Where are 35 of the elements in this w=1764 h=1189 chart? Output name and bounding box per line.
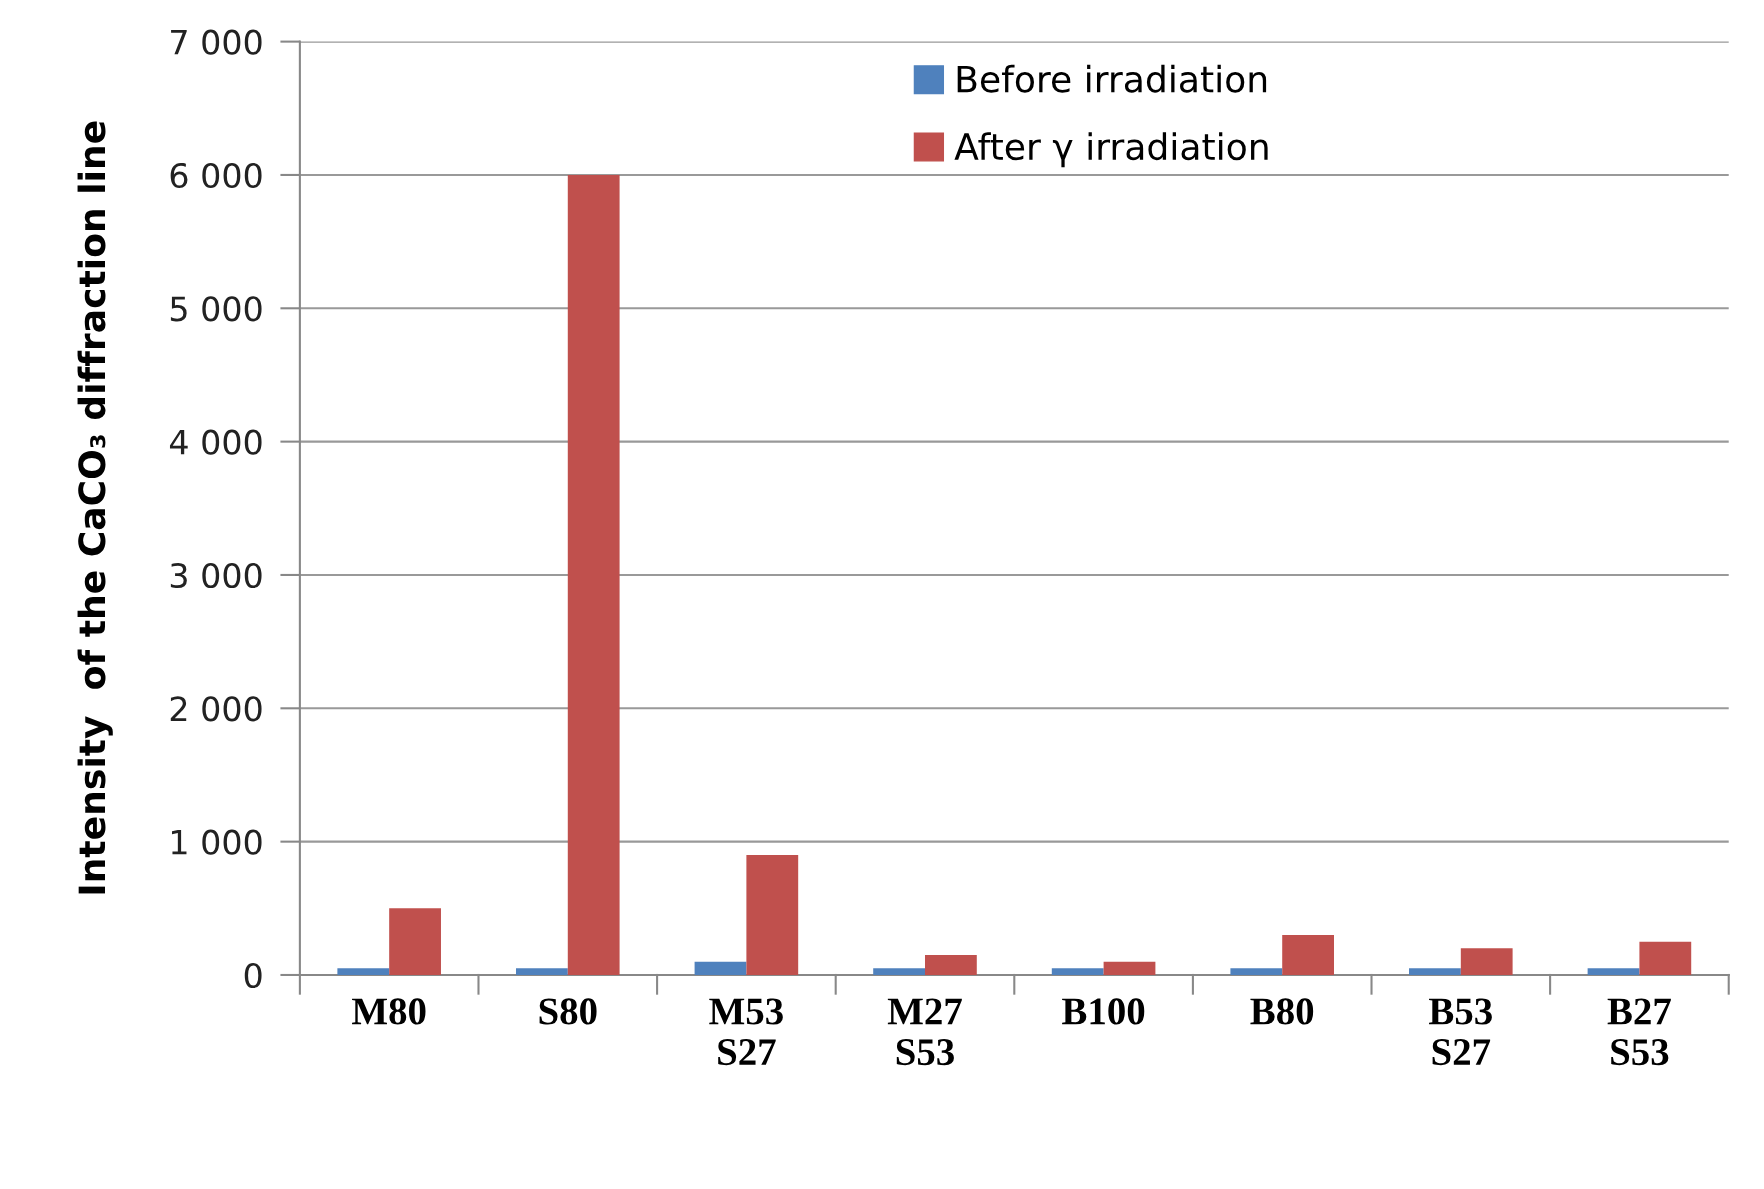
bar: [567, 174, 620, 975]
bar: [1282, 934, 1334, 975]
bar: [1051, 968, 1104, 975]
x-tick-label: B80: [1250, 998, 1314, 1025]
x-tick-label: M80: [352, 998, 426, 1025]
bar: [1460, 948, 1513, 975]
bar: [337, 968, 390, 975]
y-tick-label: 2 000: [170, 696, 262, 722]
legend-label: Before irradiation: [957, 64, 1267, 93]
bar: [873, 968, 925, 975]
x-tick-label: B100: [1062, 998, 1145, 1025]
bar: [515, 968, 568, 975]
x-tick-label: M27 S53: [887, 998, 962, 1066]
x-tick-label: B27 S53: [1607, 998, 1671, 1066]
bar: [1103, 961, 1156, 975]
y-tick-label: 7 000: [171, 29, 262, 55]
bar: [1639, 941, 1692, 975]
y-tick-label: 3 000: [170, 562, 262, 589]
y-axis-title: Intensity of the CaCO₃ diffraction line: [77, 121, 113, 894]
bar: [1409, 968, 1461, 975]
y-tick-label: 4 000: [169, 429, 262, 455]
y-tick-label: 6 000: [170, 162, 262, 189]
y-tick-label: 1 000: [172, 829, 262, 855]
bar: [389, 908, 441, 975]
bar: [746, 854, 799, 975]
x-tick-label: B53 S27: [1429, 998, 1492, 1066]
bar: [925, 954, 977, 975]
x-tick-label: M53 S27: [709, 998, 783, 1066]
bar: [694, 961, 747, 975]
x-tick-label: S80: [539, 998, 597, 1025]
y-tick-label: 5 000: [170, 296, 262, 322]
y-tick-label: 0: [244, 962, 262, 989]
legend-label: After γ irradiation: [954, 132, 1268, 168]
bar: [1587, 968, 1640, 975]
bar: [1230, 968, 1283, 975]
